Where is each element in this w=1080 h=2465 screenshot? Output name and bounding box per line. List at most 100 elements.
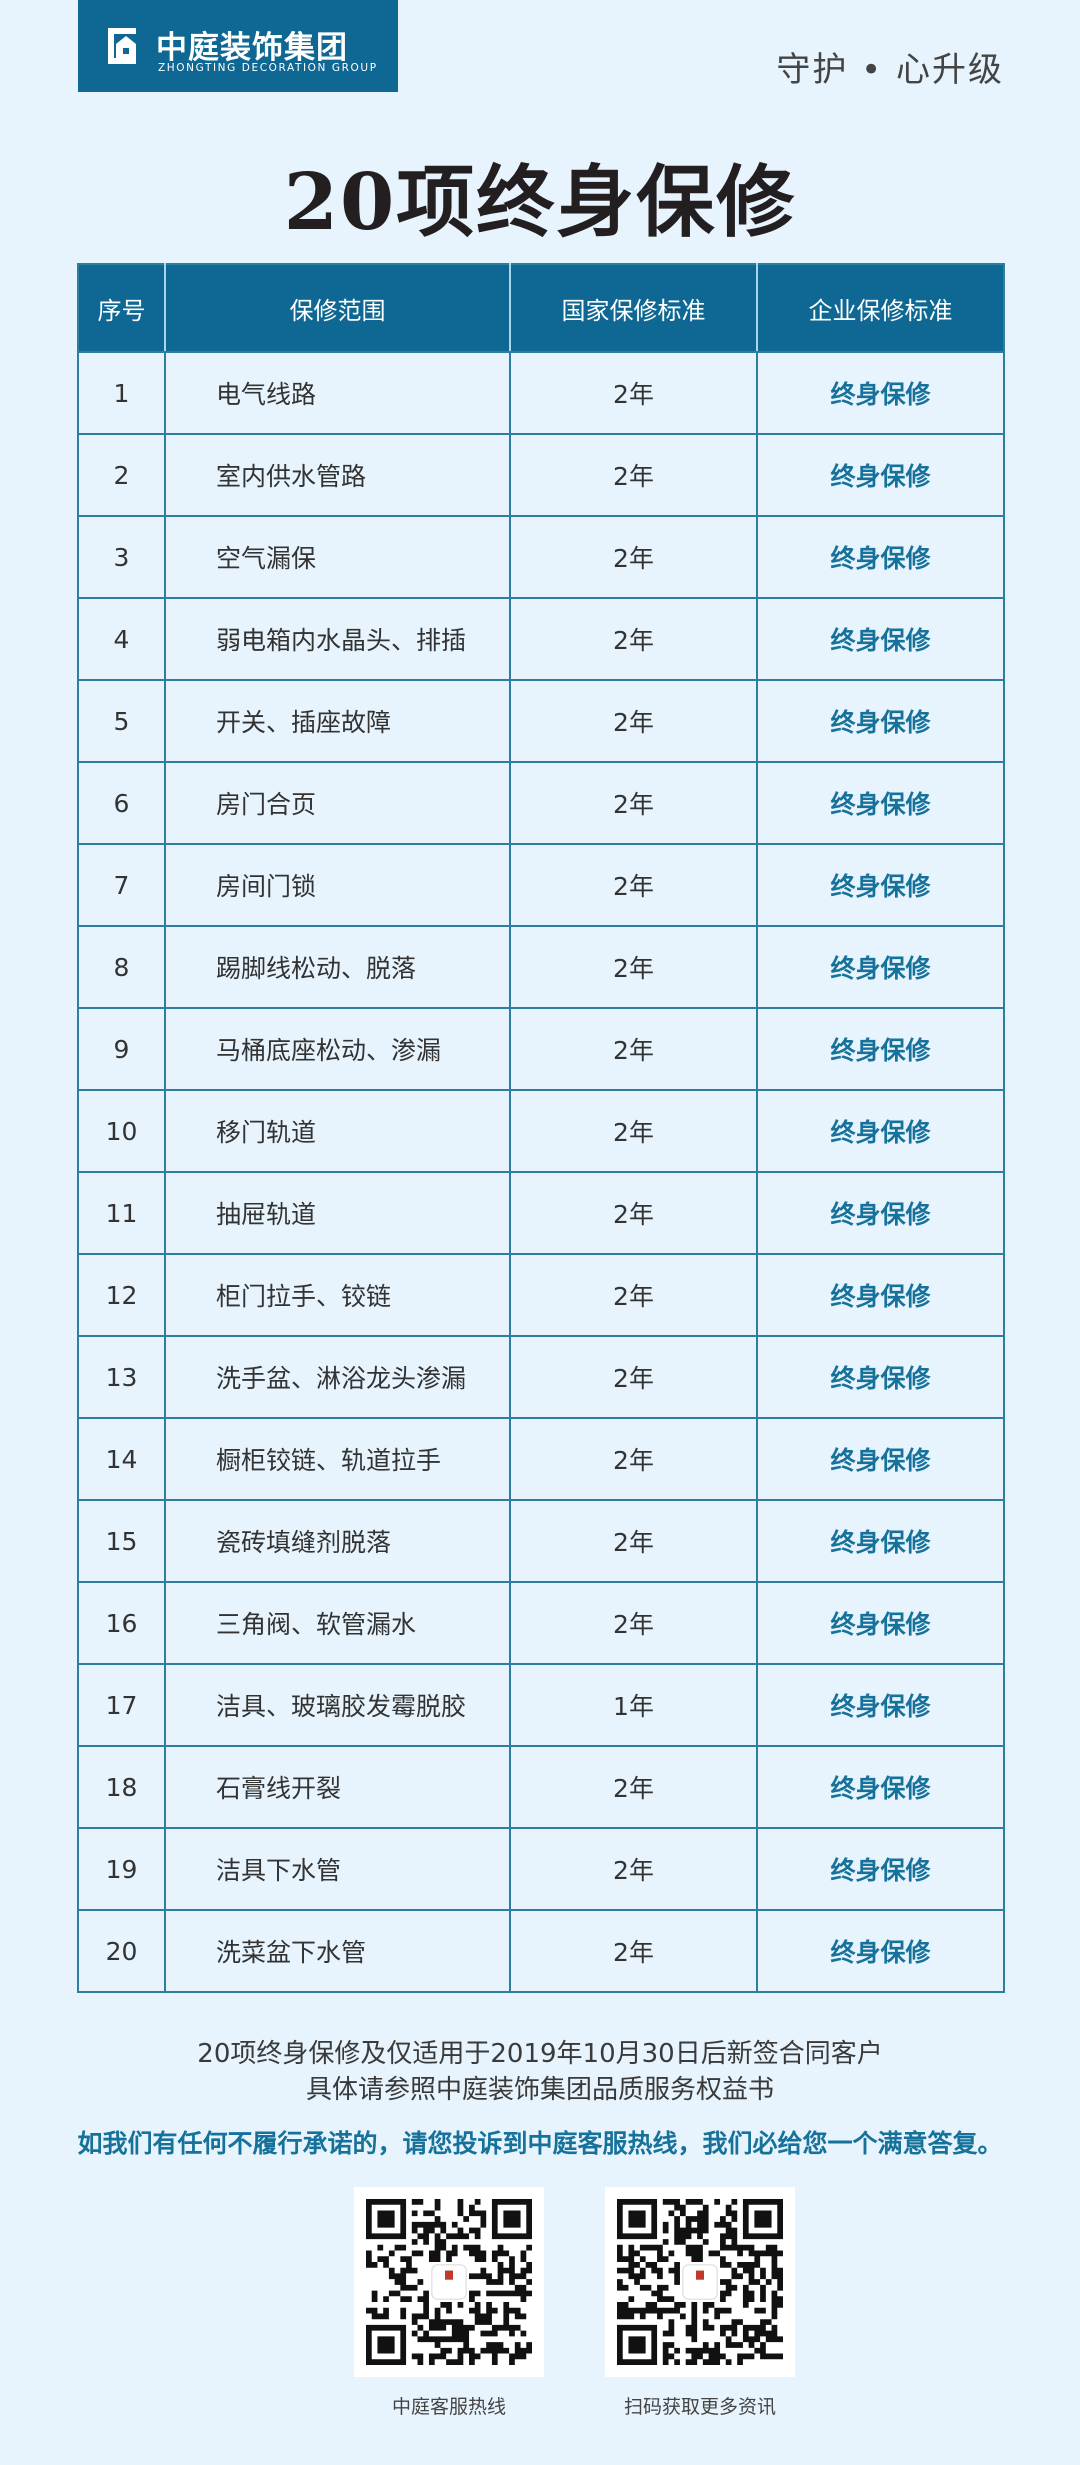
row-enterprise-standard: 终身保修 — [756, 761, 1005, 845]
row-enterprise-standard: 终身保修 — [756, 1089, 1005, 1173]
table-row: 2 室内供水管路 2年 终身保修 — [77, 433, 1005, 517]
row-scope: 柜门拉手、铰链 — [164, 1253, 511, 1337]
row-number: 6 — [77, 761, 166, 845]
qr-center-logo-mark — [444, 2270, 454, 2280]
table-row: 12 柜门拉手、铰链 2年 终身保修 — [77, 1253, 1005, 1337]
row-scope: 空气漏保 — [164, 515, 511, 599]
table-row: 15 瓷砖填缝剂脱落 2年 终身保修 — [77, 1499, 1005, 1583]
row-enterprise-standard: 终身保修 — [756, 1827, 1005, 1911]
row-enterprise-standard: 终身保修 — [756, 1581, 1005, 1665]
row-enterprise-standard: 终身保修 — [756, 925, 1005, 1009]
row-number: 7 — [77, 843, 166, 927]
row-enterprise-standard: 终身保修 — [756, 515, 1005, 599]
table-row: 17 洁具、玻璃胶发霉脱胶 1年 终身保修 — [77, 1663, 1005, 1747]
row-number: 2 — [77, 433, 166, 517]
table-row: 7 房间门锁 2年 终身保修 — [77, 843, 1005, 927]
row-number: 13 — [77, 1335, 166, 1419]
row-number: 4 — [77, 597, 166, 681]
row-national-standard: 2年 — [509, 1909, 758, 1993]
row-number: 1 — [77, 351, 166, 435]
tagline: 守护 • 心升级 — [776, 50, 1004, 90]
row-national-standard: 2年 — [509, 597, 758, 681]
table-row: 6 房门合页 2年 终身保修 — [77, 761, 1005, 845]
row-enterprise-standard: 终身保修 — [756, 1417, 1005, 1501]
row-number: 16 — [77, 1581, 166, 1665]
logo-chinese-name: 中庭装饰集团 — [156, 30, 348, 66]
qr-label-hotline: 中庭客服热线 — [391, 2396, 506, 2418]
row-scope: 抽屉轨道 — [164, 1171, 511, 1255]
row-national-standard: 2年 — [509, 1007, 758, 1091]
row-national-standard: 2年 — [509, 1745, 758, 1829]
row-number: 8 — [77, 925, 166, 1009]
qr-code-hotline[interactable] — [354, 2187, 544, 2377]
row-national-standard: 2年 — [509, 761, 758, 845]
row-national-standard: 2年 — [509, 1335, 758, 1419]
applicability-note: 20项终身保修及仅适用于2019年10月30日后新签合同客户 — [197, 2039, 883, 2069]
qr-modules — [617, 2199, 783, 2365]
warranty-table: 序号 保修范围 国家保修标准 企业保修标准 1 电气线路 2年 终身保修 2 室内供水管路… — [77, 263, 1005, 1993]
table-row: 19 洁具下水管 2年 终身保修 — [77, 1827, 1005, 1911]
row-national-standard: 1年 — [509, 1663, 758, 1747]
logo-english-name: ZHONGTING DECORATION GROUP — [158, 62, 378, 74]
row-number: 9 — [77, 1007, 166, 1091]
table-header-row: 序号 保修范围 国家保修标准 企业保修标准 — [77, 263, 1005, 353]
row-enterprise-standard: 终身保修 — [756, 843, 1005, 927]
row-number: 11 — [77, 1171, 166, 1255]
row-national-standard: 2年 — [509, 1827, 758, 1911]
row-national-standard: 2年 — [509, 925, 758, 1009]
row-national-standard: 2年 — [509, 351, 758, 435]
row-number: 15 — [77, 1499, 166, 1583]
row-scope: 开关、插座故障 — [164, 679, 511, 763]
table-row: 5 开关、插座故障 2年 终身保修 — [77, 679, 1005, 763]
row-national-standard: 2年 — [509, 1089, 758, 1173]
column-header-enterprise-standard: 企业保修标准 — [756, 263, 1005, 353]
house-logo-icon — [108, 28, 136, 64]
column-header-national-standard: 国家保修标准 — [509, 263, 758, 353]
row-scope: 瓷砖填缝剂脱落 — [164, 1499, 511, 1583]
row-number: 18 — [77, 1745, 166, 1829]
row-national-standard: 2年 — [509, 1253, 758, 1337]
row-enterprise-standard: 终身保修 — [756, 1909, 1005, 1993]
row-number: 3 — [77, 515, 166, 599]
column-header-number: 序号 — [77, 263, 166, 353]
complaint-promise: 如我们有任何不履行承诺的，请您投诉到中庭客服热线，我们必给您一个满意答复。 — [77, 2129, 1003, 2158]
row-scope: 橱柜铰链、轨道拉手 — [164, 1417, 511, 1501]
qr-code-info[interactable] — [605, 2187, 795, 2377]
row-national-standard: 2年 — [509, 1417, 758, 1501]
row-enterprise-standard: 终身保修 — [756, 351, 1005, 435]
qr-code-image — [366, 2199, 532, 2365]
reference-note: 具体请参照中庭装饰集团品质服务权益书 — [305, 2075, 774, 2105]
row-enterprise-standard: 终身保修 — [756, 1335, 1005, 1419]
qr-label-info: 扫码获取更多资讯 — [623, 2396, 776, 2418]
table-row: 4 弱电箱内水晶头、排插 2年 终身保修 — [77, 597, 1005, 681]
table-row: 14 橱柜铰链、轨道拉手 2年 终身保修 — [77, 1417, 1005, 1501]
table-row: 16 三角阀、软管漏水 2年 终身保修 — [77, 1581, 1005, 1665]
row-number: 19 — [77, 1827, 166, 1911]
row-scope: 移门轨道 — [164, 1089, 511, 1173]
table-row: 3 空气漏保 2年 终身保修 — [77, 515, 1005, 599]
row-scope: 三角阀、软管漏水 — [164, 1581, 511, 1665]
table-row: 10 移门轨道 2年 终身保修 — [77, 1089, 1005, 1173]
table-row: 11 抽屉轨道 2年 终身保修 — [77, 1171, 1005, 1255]
row-enterprise-standard: 终身保修 — [756, 1253, 1005, 1337]
qr-code-image — [617, 2199, 783, 2365]
row-number: 17 — [77, 1663, 166, 1747]
row-enterprise-standard: 终身保修 — [756, 1745, 1005, 1829]
qr-modules — [366, 2199, 532, 2365]
company-logo: 中庭装饰集团 ZHONGTING DECORATION GROUP — [78, 0, 398, 92]
row-number: 14 — [77, 1417, 166, 1501]
row-scope: 石膏线开裂 — [164, 1745, 511, 1829]
row-enterprise-standard: 终身保修 — [756, 1499, 1005, 1583]
row-number: 10 — [77, 1089, 166, 1173]
column-header-scope: 保修范围 — [164, 263, 511, 353]
row-scope: 踢脚线松动、脱落 — [164, 925, 511, 1009]
row-scope: 洗菜盆下水管 — [164, 1909, 511, 1993]
row-scope: 洗手盆、淋浴龙头渗漏 — [164, 1335, 511, 1419]
row-enterprise-standard: 终身保修 — [756, 1007, 1005, 1091]
row-scope: 马桶底座松动、渗漏 — [164, 1007, 511, 1091]
row-scope: 电气线路 — [164, 351, 511, 435]
qr-center-logo-mark — [695, 2270, 705, 2280]
table-row: 18 石膏线开裂 2年 终身保修 — [77, 1745, 1005, 1829]
row-enterprise-standard: 终身保修 — [756, 679, 1005, 763]
table-row: 1 电气线路 2年 终身保修 — [77, 351, 1005, 435]
